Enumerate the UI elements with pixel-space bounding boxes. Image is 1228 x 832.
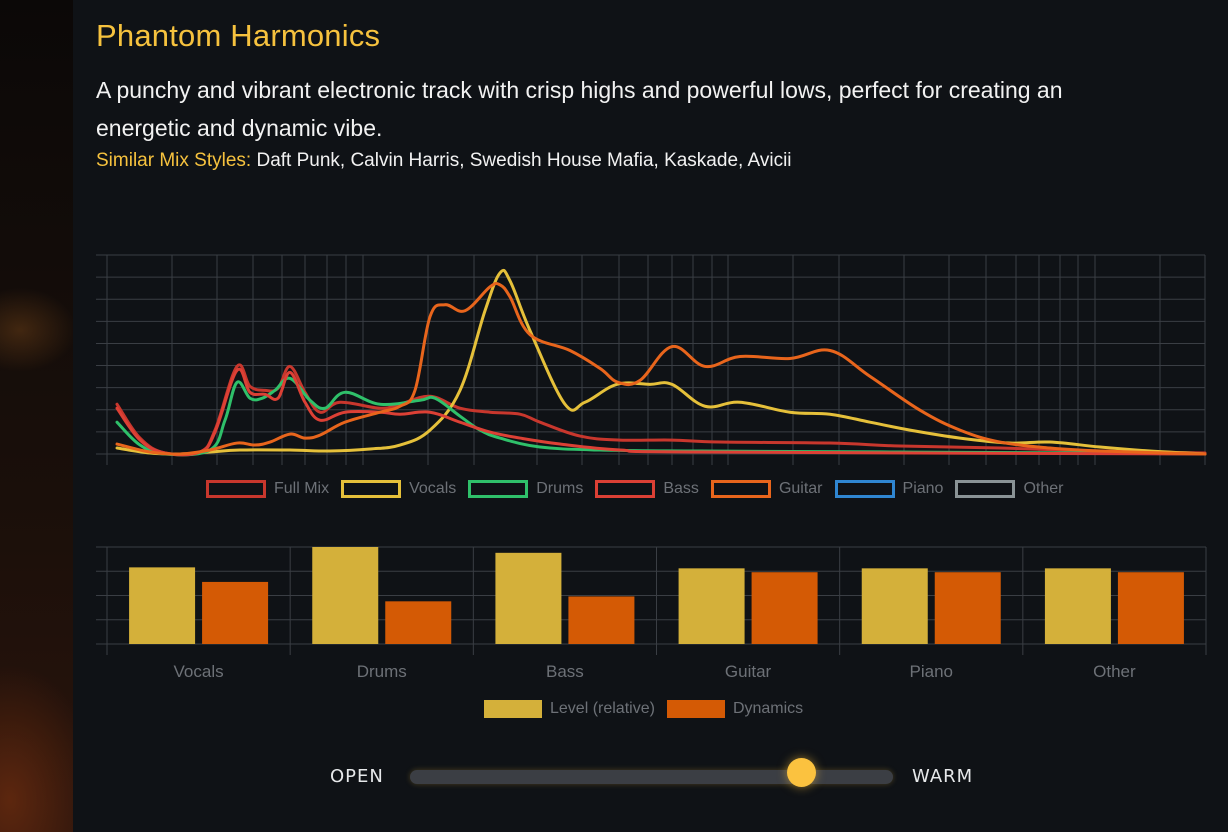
slider-left-label: OPEN bbox=[330, 766, 384, 787]
slider-thumb[interactable] bbox=[786, 758, 816, 787]
bar-vocals-level bbox=[129, 567, 196, 644]
bar-drums-dynamics bbox=[385, 601, 452, 644]
legend-item-other[interactable]: Other bbox=[955, 480, 1063, 498]
legend-item-dynamics[interactable]: Dynamics bbox=[666, 700, 804, 718]
series-line-vocals bbox=[115, 268, 1207, 456]
legend-swatch bbox=[834, 480, 895, 498]
category-label: Drums bbox=[357, 662, 407, 681]
legend-item-full-mix[interactable]: Full Mix bbox=[206, 480, 329, 498]
bar-piano-dynamics bbox=[934, 572, 1001, 644]
bar-bass-level bbox=[495, 552, 562, 644]
legend-item-vocals[interactable]: Vocals bbox=[341, 480, 456, 498]
category-label: Piano bbox=[910, 662, 953, 681]
legend-label: Dynamics bbox=[732, 700, 804, 717]
legend-label: Full Mix bbox=[274, 480, 330, 497]
legend-label: Guitar bbox=[778, 480, 823, 497]
legend-item-drums[interactable]: Drums bbox=[468, 480, 583, 498]
bar-drums-level bbox=[312, 547, 379, 644]
spectrum-legend: Full Mix Vocals Drums Bass Guitar Piano Other bbox=[206, 480, 1075, 498]
legend-swatch bbox=[206, 480, 266, 498]
series-line-bass bbox=[115, 367, 1207, 457]
bar-vocals-dynamics bbox=[202, 581, 269, 644]
similar-mix-styles-label: Similar Mix Styles: bbox=[96, 150, 252, 171]
legend-label: Other bbox=[1023, 480, 1064, 497]
track-panel bbox=[73, 0, 1228, 832]
tone-slider[interactable]: OPEN WARM bbox=[330, 758, 990, 790]
category-label: Bass bbox=[546, 662, 584, 681]
bar-guitar-dynamics bbox=[751, 572, 818, 644]
legend-swatch bbox=[341, 480, 402, 498]
bar-bass-dynamics bbox=[568, 596, 635, 644]
legend-swatch bbox=[710, 480, 771, 498]
category-label: Guitar bbox=[725, 662, 772, 681]
legend-label: Level (relative) bbox=[550, 700, 655, 717]
slider-right-label: WARM bbox=[912, 766, 974, 787]
category-label: Vocals bbox=[174, 662, 224, 681]
category-label: Other bbox=[1093, 662, 1136, 681]
similar-mix-styles-artists: Daft Punk, Calvin Harris, Swedish House … bbox=[256, 150, 792, 171]
legend-swatch bbox=[666, 700, 725, 718]
series-line-guitar bbox=[115, 281, 1207, 456]
legend-item-piano[interactable]: Piano bbox=[834, 480, 944, 498]
stem-levels-bar-chart: Vocals Drums Bass Guitar Piano Other bbox=[96, 546, 1207, 681]
bar-piano-level bbox=[861, 568, 928, 644]
similar-mix-styles: Similar Mix Styles: Daft Punk, Calvin Ha… bbox=[96, 150, 792, 172]
legend-swatch bbox=[955, 480, 1016, 498]
legend-item-guitar[interactable]: Guitar bbox=[710, 480, 823, 498]
legend-swatch bbox=[468, 480, 529, 498]
legend-label: Piano bbox=[902, 480, 944, 497]
legend-label: Vocals bbox=[409, 480, 457, 497]
legend-swatch bbox=[595, 480, 656, 498]
legend-swatch bbox=[484, 700, 542, 718]
bar-other-level bbox=[1044, 568, 1111, 644]
bar-guitar-level bbox=[678, 568, 745, 644]
bar-other-dynamics bbox=[1117, 572, 1184, 644]
track-description: A punchy and vibrant electronic track wi… bbox=[96, 77, 1063, 141]
legend-item-level-relative-[interactable]: Level (relative) bbox=[484, 700, 655, 718]
track-title: Phantom Harmonics bbox=[96, 18, 381, 53]
frequency-spectrum-chart bbox=[96, 254, 1207, 465]
background-blur bbox=[0, 0, 73, 832]
stem-levels-legend: Level (relative) Dynamics bbox=[484, 700, 815, 718]
legend-label: Drums bbox=[536, 480, 584, 497]
legend-item-bass[interactable]: Bass bbox=[595, 480, 699, 498]
legend-label: Bass bbox=[663, 480, 699, 497]
series-line-full-mix bbox=[115, 363, 1207, 457]
slider-track[interactable] bbox=[410, 770, 893, 784]
